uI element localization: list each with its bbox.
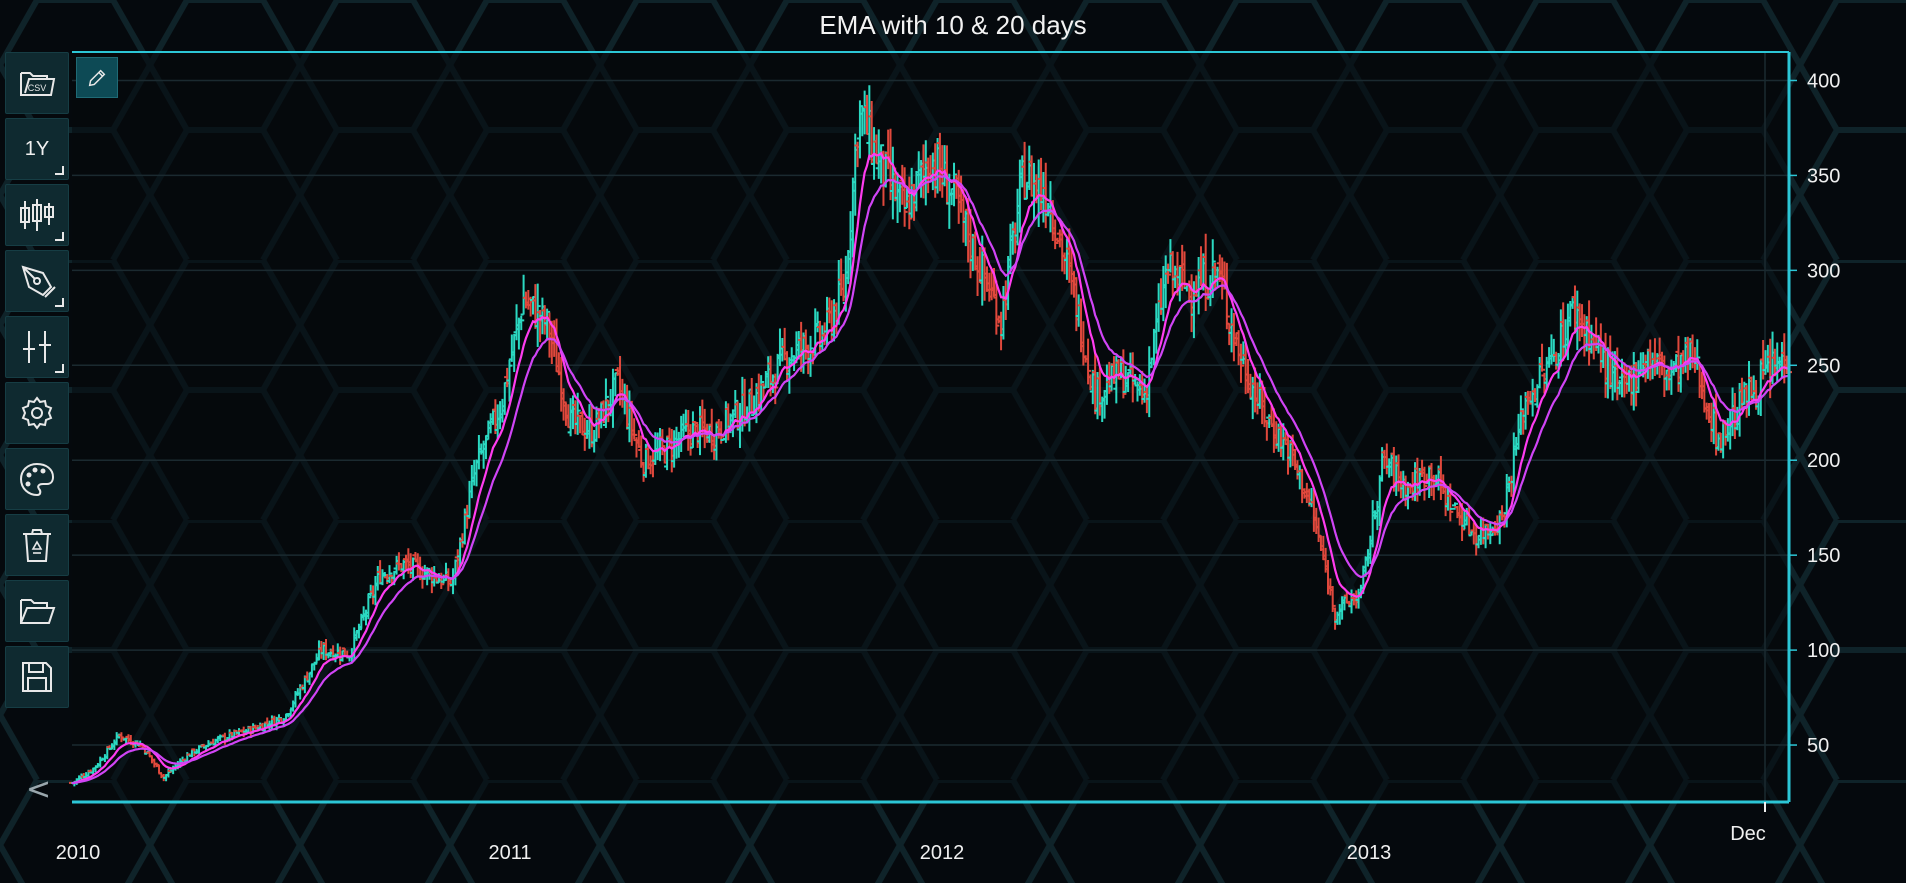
x-tick-label: Dec [1730,823,1766,845]
timeframe-button[interactable]: 1Y [5,118,69,180]
price-bar [518,315,525,331]
timeframe-label: 1Y [24,137,50,160]
crosshair-icon [23,331,51,363]
palette-icon [19,462,55,497]
submenu-corner-icon [55,364,64,373]
price-bar [878,144,885,184]
pencil-icon [88,69,106,86]
clear-button[interactable] [5,514,69,576]
price-bar [544,308,551,341]
pen-tool-icon [21,265,56,298]
chart-type-button[interactable] [5,184,69,246]
left-toolbar: CSV 1Y [5,52,69,712]
open-button[interactable] [5,580,69,642]
y-tick-label: 100 [1807,640,1840,662]
submenu-corner-icon [55,166,64,175]
open-folder-icon [20,599,56,624]
price-bar [1452,502,1459,507]
price-bar [365,593,372,620]
x-tick-label: 2011 [488,842,531,864]
price-bar [602,378,609,428]
submenu-corner-icon [55,232,64,241]
save-button[interactable] [5,646,69,708]
price-bar [506,359,513,402]
price-bar [534,283,541,348]
price-bar [1517,395,1524,435]
y-tick-label: 50 [1807,735,1829,757]
price-bar [1237,343,1244,383]
price-bar [1539,343,1546,372]
price-bar [1449,507,1456,510]
ema-20-line [71,174,1790,785]
collapse-toolbar-button[interactable]: < [26,772,52,807]
cursor-tools-button[interactable] [5,316,69,378]
save-icon [22,662,52,692]
price-bar [951,162,958,207]
price-bar [386,565,393,584]
x-tick-label: 2012 [920,842,965,864]
tick-labels: 50 100 150 200 250 300 350 400 2010 2011 2012 2013 D… [56,70,1841,864]
y-tick-label: 400 [1807,70,1840,92]
edit-pencil-button[interactable] [76,57,118,98]
grid-lines [72,52,1789,802]
ema-lines [71,151,1790,785]
axes [72,51,1797,812]
recycle-bin-icon [23,529,51,562]
price-bar [1165,263,1172,284]
submenu-corner-icon [55,298,64,307]
price-bar [906,176,913,230]
csv-folder-icon: CSV [20,72,56,96]
settings-button[interactable] [5,382,69,444]
price-bar [993,280,1000,335]
price-bar [1741,381,1748,406]
theme-button[interactable] [5,448,69,510]
x-tick-label: 2013 [1347,842,1392,864]
y-tick-label: 250 [1807,355,1840,377]
price-bar [560,388,567,421]
price-bar [1459,503,1466,541]
x-tick-label: 2010 [56,842,101,864]
ema-10-line [71,151,1790,785]
drawing-tools-button[interactable] [5,250,69,312]
y-tick-label: 350 [1807,165,1840,187]
candlestick-icon [20,199,54,231]
y-tick-label: 300 [1807,260,1840,282]
chart-title: EMA with 10 & 20 days [819,10,1087,40]
y-tick-label: 150 [1807,545,1840,567]
price-bar [856,100,863,159]
load-csv-button[interactable]: CSV [5,52,69,114]
price-bar [631,418,638,440]
price-bar [1120,349,1127,399]
price-bar [807,335,814,377]
gear-icon [21,396,53,430]
y-tick-label: 200 [1807,450,1840,472]
svg-text:CSV: CSV [28,83,47,93]
